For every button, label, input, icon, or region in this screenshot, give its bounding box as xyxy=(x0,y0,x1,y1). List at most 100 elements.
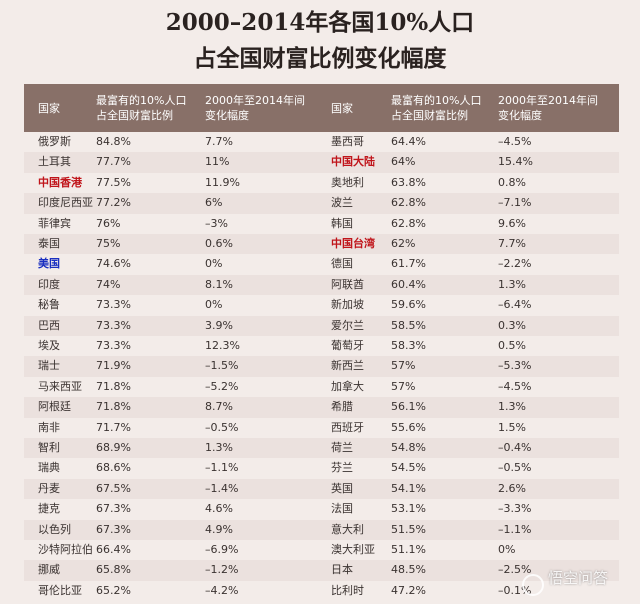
table-row: 阿根廷 71.8% 8.7% 希腊 56.1% 1.3% xyxy=(24,397,619,418)
right-share-cell: 54.1% xyxy=(391,481,426,495)
table-row: 美国 74.6% 0% 德国 61.7% –2.2% xyxy=(24,254,619,274)
right-share-cell: 61.7% xyxy=(391,257,426,271)
header-change-line2: 变化幅度 xyxy=(205,109,249,122)
left-share-cell: 76% xyxy=(96,216,121,230)
left-share-cell: 65.2% xyxy=(96,583,131,597)
right-change-cell: 1.5% xyxy=(498,420,526,434)
left-change-cell: 4.9% xyxy=(205,522,233,536)
left-change-cell: –0.5% xyxy=(205,420,239,434)
right-country-cell: 德国 xyxy=(331,257,353,271)
table-row: 沙特阿拉伯 66.4% –6.9% 澳大利亚 51.1% 0% xyxy=(24,540,619,560)
right-change-cell: –0.4% xyxy=(498,441,532,454)
header-country-right: 国家 xyxy=(331,101,353,115)
left-country-cell: 泰国 xyxy=(38,237,60,250)
right-share-cell: 58.3% xyxy=(391,339,426,352)
right-share-cell: 48.5% xyxy=(391,563,426,577)
left-share-cell: 68.6% xyxy=(96,461,131,475)
left-change-cell: –1.4% xyxy=(205,481,239,495)
table-row: 挪威 65.8% –1.2% 日本 48.5% –2.5% xyxy=(24,560,619,581)
left-country-cell: 巴西 xyxy=(38,318,60,332)
right-share-cell: 64.4% xyxy=(391,135,426,148)
right-share-cell: 54.5% xyxy=(391,461,426,475)
table-row: 埃及 73.3% 12.3% 葡萄牙 58.3% 0.5% xyxy=(24,336,619,356)
left-country-cell: 美国 xyxy=(38,257,60,271)
table-row: 印度尼西亚 77.2% 6% 波兰 62.8% –7.1% xyxy=(24,193,619,214)
left-change-cell: 0% xyxy=(205,257,223,271)
left-change-cell: 1.3% xyxy=(205,441,233,454)
right-country-cell: 爱尔兰 xyxy=(331,318,364,332)
right-share-cell: 62% xyxy=(391,237,416,250)
right-share-cell: 62.8% xyxy=(391,216,426,230)
chat-bubble-icon xyxy=(522,574,544,596)
right-change-cell: –7.1% xyxy=(498,196,532,210)
left-country-cell: 以色列 xyxy=(38,522,71,536)
left-change-cell: 8.7% xyxy=(205,400,233,414)
right-share-cell: 58.5% xyxy=(391,318,426,332)
left-change-cell: 11.9% xyxy=(205,175,240,189)
table-row: 印度 74% 8.1% 阿联酋 60.4% 1.3% xyxy=(24,274,619,296)
left-share-cell: 74% xyxy=(96,277,121,291)
right-share-cell: 55.6% xyxy=(391,420,426,434)
left-country-cell: 菲律宾 xyxy=(38,216,71,230)
left-country-cell: 瑞典 xyxy=(38,461,60,475)
right-country-cell: 韩国 xyxy=(331,216,353,230)
left-country-cell: 南非 xyxy=(38,420,60,434)
right-share-cell: 63.8% xyxy=(391,175,426,189)
left-change-cell: –1.1% xyxy=(205,461,239,475)
left-country-cell: 印度 xyxy=(38,277,60,291)
right-change-cell: 0.8% xyxy=(498,175,526,189)
page-title-line2: 占全国财富比例变化幅度 xyxy=(193,45,447,72)
left-share-cell: 65.8% xyxy=(96,563,131,577)
table-header: 国家 最富有的10%人口 占全国财富比例 2000年至2014年间 变化幅度 国… xyxy=(24,84,619,132)
left-country-cell: 马来西亚 xyxy=(38,379,82,393)
left-change-cell: 12.3% xyxy=(205,339,240,352)
right-country-cell: 中国大陆 xyxy=(331,155,375,169)
left-share-cell: 77.7% xyxy=(96,155,131,169)
right-share-cell: 57% xyxy=(391,379,416,393)
table-row: 瑞典 68.6% –1.1% 芬兰 54.5% –0.5% xyxy=(24,458,619,478)
left-country-cell: 土耳其 xyxy=(38,155,71,169)
table-body: 俄罗斯 84.8% 7.7% 墨西哥 64.4% –4.5% 土耳其 77.7% 11% 中国大陆… xyxy=(24,132,619,602)
table-row: 马来西亚 71.8% –5.2% 加拿大 57% –4.5% xyxy=(24,377,619,397)
left-change-cell: –1.2% xyxy=(205,563,239,577)
header-change-line2: 变化幅度 xyxy=(498,109,542,122)
right-country-cell: 中国台湾 xyxy=(331,237,375,250)
right-change-cell: –4.5% xyxy=(498,379,532,393)
left-share-cell: 71.7% xyxy=(96,420,131,434)
left-country-cell: 捷克 xyxy=(38,502,60,516)
right-share-cell: 57% xyxy=(391,359,416,373)
left-share-cell: 75% xyxy=(96,237,121,250)
right-country-cell: 荷兰 xyxy=(331,441,353,454)
right-country-cell: 法国 xyxy=(331,502,353,516)
right-change-cell: –6.4% xyxy=(498,298,532,312)
left-country-cell: 秘鲁 xyxy=(38,298,60,312)
right-share-cell: 64% xyxy=(391,155,416,169)
table-row: 秘鲁 73.3% 0% 新加坡 59.6% –6.4% xyxy=(24,295,619,315)
right-country-cell: 波兰 xyxy=(331,196,353,210)
right-country-cell: 加拿大 xyxy=(331,379,364,393)
right-share-cell: 59.6% xyxy=(391,298,426,312)
watermark-text: 悟空问答 xyxy=(548,569,609,587)
left-share-cell: 67.3% xyxy=(96,502,131,516)
left-share-cell: 66.4% xyxy=(96,543,131,556)
right-change-cell: 2.6% xyxy=(498,481,526,495)
right-country-cell: 意大利 xyxy=(331,522,364,536)
left-change-cell: –6.9% xyxy=(205,543,239,556)
table-row: 哥伦比亚 65.2% –4.2% 比利时 47.2% –0.1% xyxy=(24,581,619,601)
left-change-cell: 6% xyxy=(205,196,223,210)
table-row: 以色列 67.3% 4.9% 意大利 51.5% –1.1% xyxy=(24,519,619,540)
table-row: 捷克 67.3% 4.6% 法国 53.1% –3.3% xyxy=(24,499,619,519)
left-share-cell: 77.2% xyxy=(96,196,131,210)
right-change-cell: 0.5% xyxy=(498,339,526,352)
header-change-line1: 2000年至2014年间 xyxy=(498,94,598,107)
left-change-cell: 0.6% xyxy=(205,237,233,250)
left-country-cell: 埃及 xyxy=(38,339,60,352)
table-row: 瑞士 71.9% –1.5% 新西兰 57% –5.3% xyxy=(24,356,619,377)
left-share-cell: 71.8% xyxy=(96,379,131,393)
header-country-left: 国家 xyxy=(38,101,60,115)
left-change-cell: –3% xyxy=(205,216,228,230)
left-change-cell: 4.6% xyxy=(205,502,233,516)
right-change-cell: –3.3% xyxy=(498,502,532,516)
table-row: 中国香港 77.5% 11.9% 奥地利 63.8% 0.8% xyxy=(24,173,619,193)
right-country-cell: 比利时 xyxy=(331,583,364,597)
